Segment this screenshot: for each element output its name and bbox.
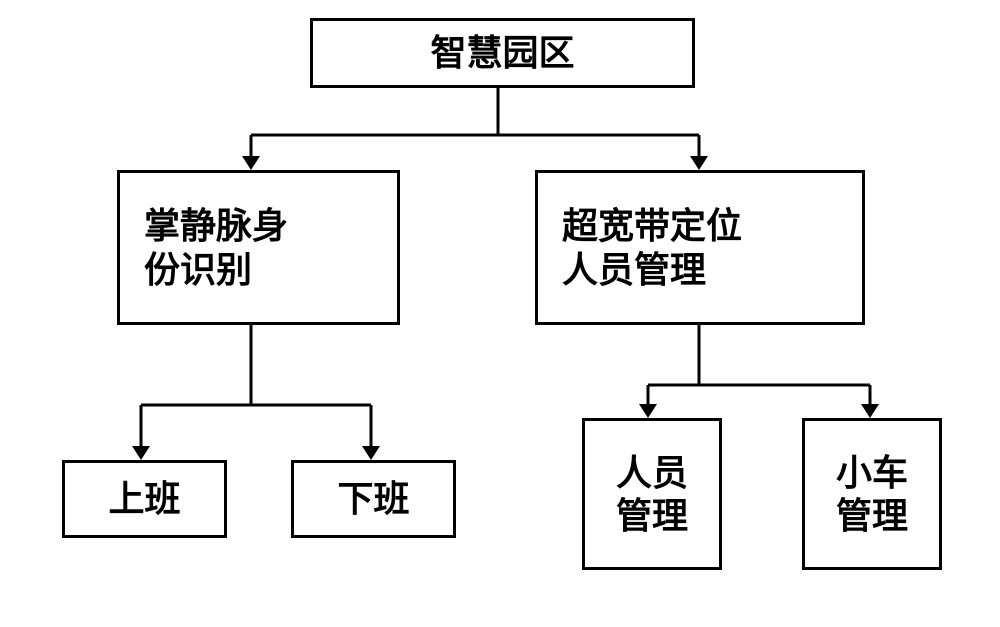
node-root-label: 智慧园区 xyxy=(430,31,574,74)
node-off-duty-label: 下班 xyxy=(337,477,409,520)
node-on-duty-label: 上班 xyxy=(108,477,180,520)
node-root: 智慧园区 xyxy=(310,18,695,88)
node-personnel-mgmt: 人员 管理 xyxy=(582,418,722,570)
node-palm-vein-id-label: 掌静脉身 份识别 xyxy=(144,204,288,290)
node-personnel-mgmt-label: 人员 管理 xyxy=(616,451,688,537)
node-vehicle-mgmt-label: 小车 管理 xyxy=(836,451,908,537)
node-off-duty: 下班 xyxy=(291,460,456,538)
node-uwb-personnel: 超宽带定位 人员管理 xyxy=(535,170,865,325)
node-uwb-personnel-label: 超宽带定位 人员管理 xyxy=(562,204,742,290)
node-on-duty: 上班 xyxy=(62,460,227,538)
node-palm-vein-id: 掌静脉身 份识别 xyxy=(117,170,400,325)
node-vehicle-mgmt: 小车 管理 xyxy=(802,418,942,570)
